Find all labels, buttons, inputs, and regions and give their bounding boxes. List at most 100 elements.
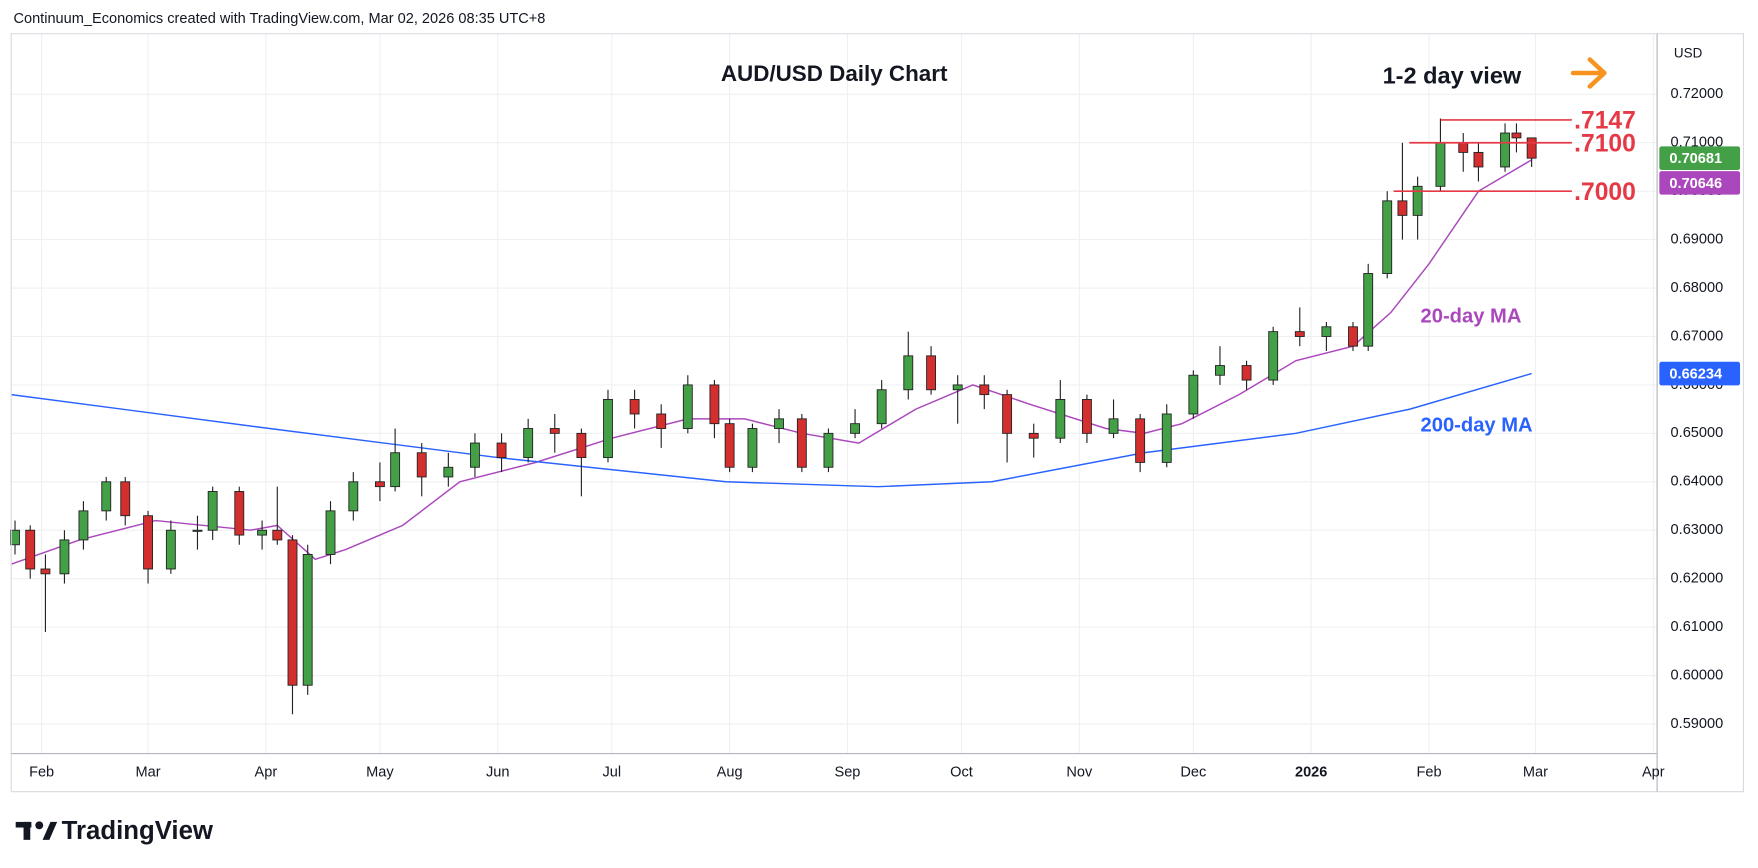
candle-body: [796, 418, 807, 468]
y-tick-label: 0.64000: [1671, 474, 1724, 490]
candle-body: [287, 539, 298, 686]
chart-title: AUD/USD Daily Chart: [721, 61, 948, 86]
candle-body: [390, 452, 401, 488]
candle-body: [272, 529, 283, 541]
candle-body: [10, 529, 20, 546]
x-tick-label: Mar: [1523, 764, 1548, 780]
candle-body: [1321, 326, 1332, 337]
x-tick-label: May: [366, 764, 394, 780]
x-tick-label: Aug: [717, 764, 743, 780]
candle-body: [120, 481, 131, 517]
candle-body: [1412, 185, 1423, 216]
x-tick-label: Dec: [1180, 764, 1206, 780]
y-tick-label: 0.61000: [1671, 619, 1724, 635]
candle-body: [1500, 132, 1510, 168]
moving-average-line: [11, 372, 1532, 488]
candle-body: [629, 399, 640, 415]
series-label: 20-day MA: [1421, 306, 1522, 328]
x-tick-label: Feb: [29, 764, 54, 780]
candle-body: [823, 432, 834, 468]
x-tick-label: 2026: [1295, 764, 1327, 780]
candle-body: [234, 491, 245, 536]
candle-body: [78, 510, 89, 541]
candle-body: [709, 384, 720, 425]
candle-body: [257, 529, 268, 536]
candle-body: [40, 568, 51, 575]
candle-body: [1188, 374, 1199, 415]
candle-body: [302, 554, 313, 686]
x-tick-label: Oct: [950, 764, 973, 780]
y-tick-label: 0.68000: [1671, 280, 1724, 296]
candle-body: [1397, 200, 1408, 216]
logo-text: TradingView: [62, 817, 214, 845]
candle-body: [576, 432, 587, 459]
candle-body: [496, 442, 507, 459]
candle-body: [1382, 200, 1393, 274]
candle-body: [549, 428, 560, 434]
candle-body: [1108, 418, 1119, 434]
candle-body: [1268, 331, 1279, 381]
candle-body: [1363, 273, 1374, 347]
x-tick-label: Apr: [1642, 764, 1665, 780]
candle-body: [1002, 394, 1013, 434]
arrow-icon: [1570, 57, 1607, 89]
candle-body: [101, 481, 112, 512]
candle-body: [470, 442, 480, 468]
candle-body: [325, 510, 336, 555]
candle-body: [348, 481, 359, 512]
x-tick-label: Nov: [1066, 764, 1093, 780]
candle-body: [1435, 142, 1446, 187]
candle-body: [1348, 326, 1358, 347]
price-tag-label: 0.70681: [1669, 151, 1722, 167]
candle-body: [443, 466, 454, 478]
y-tick-label: 0.69000: [1671, 231, 1724, 247]
candle-body: [1294, 331, 1305, 337]
attribution: Continuum_Economics created with Trading…: [13, 11, 545, 27]
candle-body: [682, 384, 693, 429]
x-tick-label: Apr: [255, 764, 278, 780]
price-tag: [1659, 146, 1741, 170]
view-annotation: 1-2 day view: [1383, 63, 1522, 89]
y-tick-label: 0.59000: [1671, 716, 1724, 732]
candle-body: [903, 355, 914, 391]
candle-body: [1458, 142, 1469, 153]
candle-body: [979, 384, 990, 396]
candle-body: [207, 491, 218, 531]
candle-body: [1161, 413, 1172, 463]
level-label: .7100: [1574, 130, 1636, 157]
x-tick-label: Jul: [602, 764, 621, 780]
candle-body: [1511, 132, 1522, 139]
candle-body: [724, 423, 735, 468]
series-label: 200-day MA: [1421, 414, 1534, 436]
price-tag: [1659, 171, 1741, 195]
candle-body: [1028, 432, 1039, 439]
candle-body: [603, 399, 613, 459]
candle-body: [656, 413, 667, 429]
candle-body: [1081, 399, 1092, 434]
y-tick-label: 0.60000: [1671, 667, 1724, 683]
candle-body: [374, 481, 385, 488]
candle-body: [416, 452, 427, 478]
candle-body: [1135, 418, 1146, 463]
y-tick-label: 0.65000: [1671, 425, 1724, 441]
y-tick-label: 0.72000: [1671, 86, 1724, 102]
frame: [10, 33, 1744, 793]
candle-body: [1473, 151, 1484, 168]
price-tag-label: 0.66234: [1669, 367, 1723, 383]
candle-body: [926, 355, 937, 391]
candle-body: [143, 515, 153, 570]
level-label: .7147: [1574, 108, 1636, 135]
y-tick-label: 0.63000: [1671, 522, 1724, 538]
currency-label: USD: [1674, 45, 1703, 60]
candle-body: [1241, 365, 1252, 381]
candle-body: [192, 529, 203, 532]
x-tick-label: Jun: [486, 764, 509, 780]
candle-body: [25, 529, 36, 570]
x-tick-label: Mar: [136, 764, 161, 780]
y-tick-label: 0.67000: [1671, 328, 1724, 344]
x-tick-label: Sep: [834, 764, 860, 780]
candle-body: [747, 428, 758, 468]
price-tag-label: 0.70646: [1669, 176, 1722, 192]
